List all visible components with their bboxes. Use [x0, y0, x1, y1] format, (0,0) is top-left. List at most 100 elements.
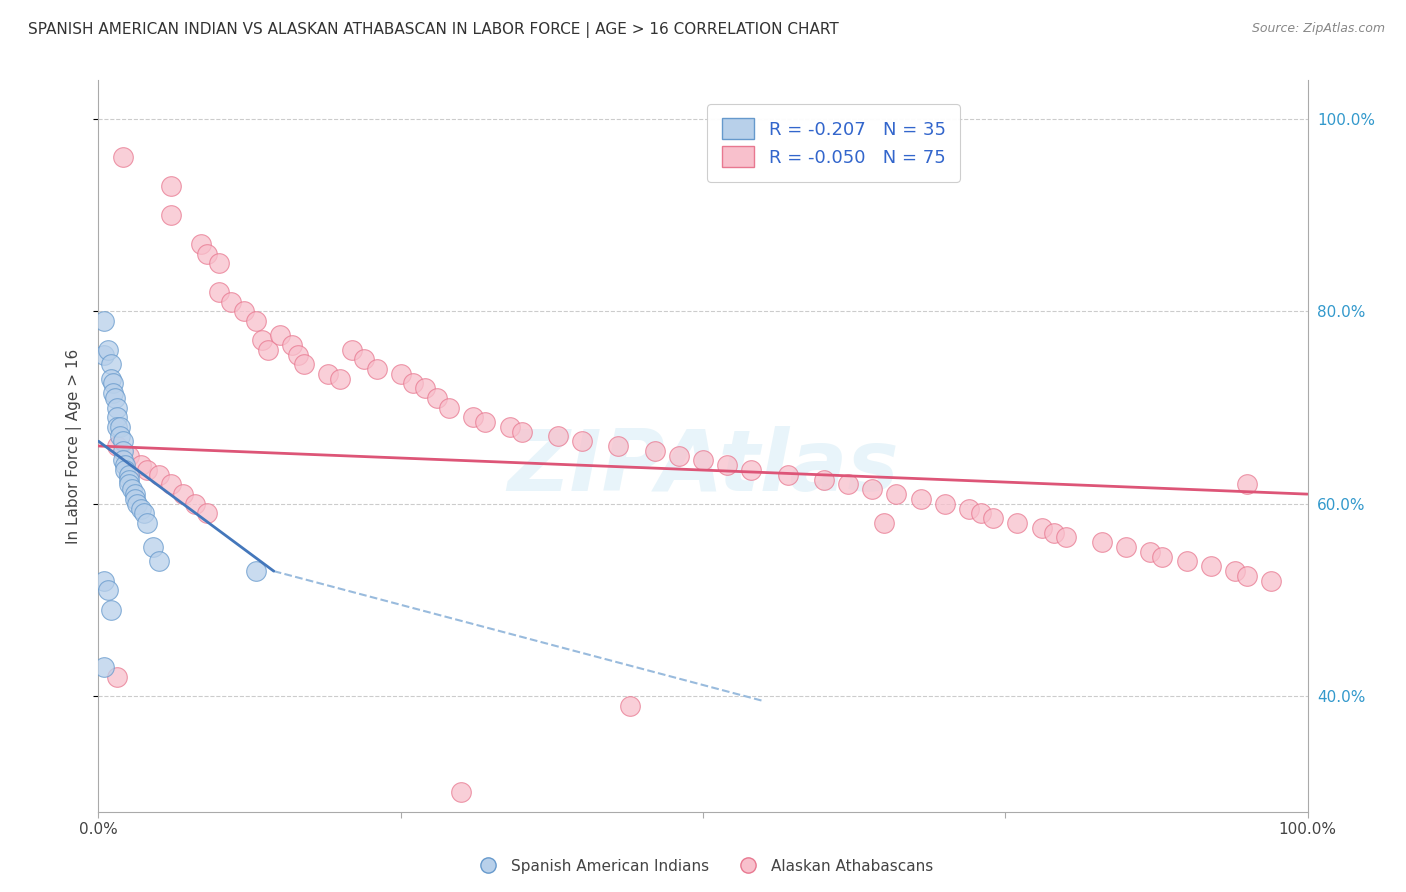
Point — [353, 352, 375, 367]
Point — [402, 376, 425, 391]
Point — [184, 497, 207, 511]
Point — [101, 376, 124, 391]
Point — [776, 467, 799, 482]
Point — [114, 458, 136, 473]
Point — [93, 660, 115, 674]
Point — [114, 463, 136, 477]
Point — [104, 391, 127, 405]
Point — [316, 367, 339, 381]
Point — [118, 467, 141, 482]
Point — [100, 602, 122, 616]
Point — [389, 367, 412, 381]
Point — [463, 410, 485, 425]
Point — [93, 347, 115, 362]
Point — [195, 246, 218, 260]
Point — [118, 473, 141, 487]
Point — [1223, 564, 1246, 578]
Point — [111, 150, 134, 164]
Point — [813, 473, 835, 487]
Point — [498, 419, 520, 434]
Point — [837, 477, 859, 491]
Point — [860, 483, 883, 497]
Point — [245, 314, 267, 328]
Text: SPANISH AMERICAN INDIAN VS ALASKAN ATHABASCAN IN LABOR FORCE | AGE > 16 CORRELAT: SPANISH AMERICAN INDIAN VS ALASKAN ATHAB… — [28, 22, 839, 38]
Point — [1139, 545, 1161, 559]
Point — [105, 439, 128, 453]
Point — [668, 449, 690, 463]
Point — [716, 458, 738, 473]
Point — [1007, 516, 1029, 530]
Point — [111, 453, 134, 467]
Point — [221, 294, 243, 309]
Point — [134, 507, 156, 521]
Point — [129, 501, 152, 516]
Point — [1199, 559, 1222, 574]
Point — [1236, 569, 1258, 583]
Point — [208, 285, 231, 299]
Point — [547, 429, 569, 443]
Point — [108, 419, 131, 434]
Point — [127, 497, 149, 511]
Point — [97, 583, 120, 598]
Point — [413, 381, 436, 395]
Point — [619, 698, 641, 713]
Point — [287, 347, 309, 362]
Point — [118, 449, 141, 463]
Point — [108, 429, 131, 443]
Point — [281, 338, 304, 352]
Point — [160, 208, 183, 222]
Point — [934, 497, 956, 511]
Point — [329, 371, 352, 385]
Point — [910, 491, 932, 506]
Point — [970, 507, 993, 521]
Point — [135, 516, 157, 530]
Point — [886, 487, 908, 501]
Point — [111, 443, 134, 458]
Point — [450, 785, 472, 799]
Point — [105, 670, 128, 684]
Point — [250, 333, 273, 347]
Point — [1260, 574, 1282, 588]
Point — [1091, 535, 1114, 549]
Point — [172, 487, 194, 501]
Point — [571, 434, 593, 449]
Point — [437, 401, 460, 415]
Point — [510, 425, 533, 439]
Point — [148, 554, 170, 568]
Point — [100, 371, 122, 385]
Point — [124, 491, 146, 506]
Point — [1054, 530, 1077, 544]
Point — [93, 574, 115, 588]
Point — [121, 483, 143, 497]
Point — [245, 564, 267, 578]
Point — [1152, 549, 1174, 564]
Point — [474, 415, 496, 429]
Point — [101, 386, 124, 401]
Point — [105, 401, 128, 415]
Point — [148, 467, 170, 482]
Point — [342, 343, 364, 357]
Point — [269, 328, 291, 343]
Point — [1115, 540, 1137, 554]
Point — [124, 487, 146, 501]
Point — [160, 179, 183, 194]
Point — [195, 507, 218, 521]
Point — [292, 357, 315, 371]
Point — [1236, 477, 1258, 491]
Point — [135, 463, 157, 477]
Point — [105, 410, 128, 425]
Point — [232, 304, 254, 318]
Point — [256, 343, 278, 357]
Point — [981, 511, 1004, 525]
Point — [105, 419, 128, 434]
Point — [118, 477, 141, 491]
Text: ZIPAtlas: ZIPAtlas — [508, 426, 898, 509]
Point — [208, 256, 231, 270]
Y-axis label: In Labor Force | Age > 16: In Labor Force | Age > 16 — [66, 349, 82, 543]
Point — [129, 458, 152, 473]
Point — [190, 236, 212, 251]
Point — [692, 453, 714, 467]
Legend: Spanish American Indians, Alaskan Athabascans: Spanish American Indians, Alaskan Athaba… — [467, 853, 939, 880]
Point — [873, 516, 896, 530]
Point — [97, 343, 120, 357]
